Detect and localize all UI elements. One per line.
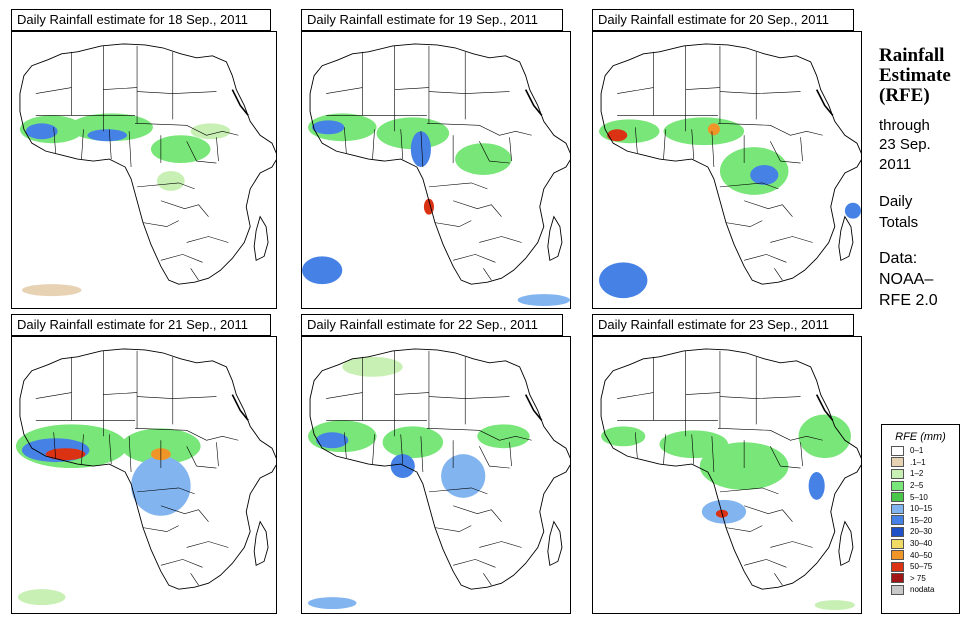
sidebar-through: through: [879, 117, 930, 134]
legend-label: 50–75: [910, 562, 933, 572]
sidebar-data-line: Data:: [879, 250, 918, 267]
sidebar-title-line: (RFE): [879, 85, 930, 106]
sidebar-totals: Daily Totals: [879, 191, 963, 233]
legend-item: 50–75: [882, 561, 959, 573]
sidebar-data-source: Data: NOAA– RFE 2.0: [879, 248, 963, 311]
legend-item: nodata: [882, 584, 959, 596]
panel-title: Daily Rainfall estimate for 22 Sep., 201…: [301, 314, 563, 336]
legend-item: 0–1: [882, 445, 959, 457]
rainfall-map-svg: [15, 348, 276, 606]
rain-cells: [308, 356, 530, 610]
legend-label: .1–1: [910, 457, 926, 467]
rain-cells: [19, 113, 231, 297]
legend-item: 40–50: [882, 549, 959, 561]
legend-swatch: [891, 457, 904, 468]
legend-item: .1–1: [882, 457, 959, 469]
rainfall-map-svg: [19, 43, 276, 297]
legend-swatch: [891, 526, 904, 537]
sidebar-totals-line: Daily: [879, 193, 913, 210]
sidebar-date-line: 23 Sep.: [879, 136, 931, 153]
legend-item: 20–30: [882, 526, 959, 538]
legend-swatch: [891, 515, 904, 526]
legend-swatch: [891, 503, 904, 514]
legend-swatch: [891, 480, 904, 491]
legend-swatch: [891, 584, 904, 595]
rain-cells: [15, 424, 201, 606]
legend-swatch: [891, 538, 904, 549]
panel-title: Daily Rainfall estimate for 19 Sep., 201…: [301, 9, 563, 31]
legend-item: > 75: [882, 573, 959, 585]
rfe-legend: RFE (mm) 0–1.1–1 1–2 2–5 5–10 10–15 15–20 20–3…: [881, 424, 960, 614]
panel-title: Daily Rainfall estimate for 18 Sep., 201…: [11, 9, 271, 31]
sidebar-totals-line: Totals: [879, 214, 919, 231]
legend-label: 20–30: [910, 527, 933, 537]
rainfall-map-svg: [302, 43, 570, 307]
legend-label: 40–50: [910, 550, 933, 560]
sidebar-title-line: Rainfall: [879, 45, 945, 66]
sidebar-date-line: 2011: [879, 156, 912, 173]
legend-item: 10–15: [882, 503, 959, 515]
sidebar-data-line: NOAA–: [879, 271, 934, 288]
legend-label: 30–40: [910, 539, 933, 549]
legend-swatch: [891, 445, 904, 456]
legend-label: nodata: [910, 585, 935, 595]
legend-item: 15–20: [882, 515, 959, 527]
legend-label: 0–1: [910, 446, 924, 456]
panel-title: Daily Rainfall estimate for 23 Sep., 201…: [592, 314, 854, 336]
legend-rows: 0–1.1–1 1–2 2–5 5–10 10–15 15–20 20–30 30–40 40–…: [882, 445, 959, 596]
rainfall-map: [301, 336, 571, 614]
rainfall-map: [11, 31, 277, 309]
rainfall-map: [301, 31, 571, 309]
legend-label: 10–15: [910, 504, 933, 514]
rain-cells: [601, 414, 855, 611]
legend-swatch: [891, 468, 904, 479]
legend-label: 2–5: [910, 481, 924, 491]
rainfall-map: [11, 336, 277, 614]
legend-label: 1–2: [910, 469, 924, 479]
legend-label: 5–10: [910, 492, 928, 502]
legend-swatch: [891, 492, 904, 503]
rainfall-map-svg: [308, 348, 570, 610]
rainfall-map: [592, 336, 862, 614]
legend-item: 5–10: [882, 491, 959, 503]
panel-title: Daily Rainfall estimate for 20 Sep., 201…: [592, 9, 854, 31]
rain-cells: [599, 117, 861, 299]
rainfall-map: [592, 31, 862, 309]
legend-swatch: [891, 550, 904, 561]
legend-item: 30–40: [882, 538, 959, 550]
legend-item: 2–5: [882, 480, 959, 492]
legend-swatch: [891, 561, 904, 572]
rainfall-map-svg: [600, 348, 861, 611]
legend-label: 15–20: [910, 515, 933, 525]
sidebar-data-line: RFE 2.0: [879, 292, 938, 309]
sidebar-date: 23 Sep. 2011: [879, 135, 963, 175]
legend-swatch: [891, 573, 904, 584]
rainfall-map-svg: [599, 43, 861, 299]
sidebar-title-line: Estimate: [879, 65, 951, 86]
sidebar-title: Rainfall Estimate (RFE): [879, 46, 963, 106]
legend-item: 1–2: [882, 468, 959, 480]
legend-label: > 75: [910, 573, 926, 583]
rain-cells: [302, 113, 570, 307]
legend-title: RFE (mm): [895, 431, 946, 443]
panel-title: Daily Rainfall estimate for 21 Sep., 201…: [11, 314, 271, 336]
